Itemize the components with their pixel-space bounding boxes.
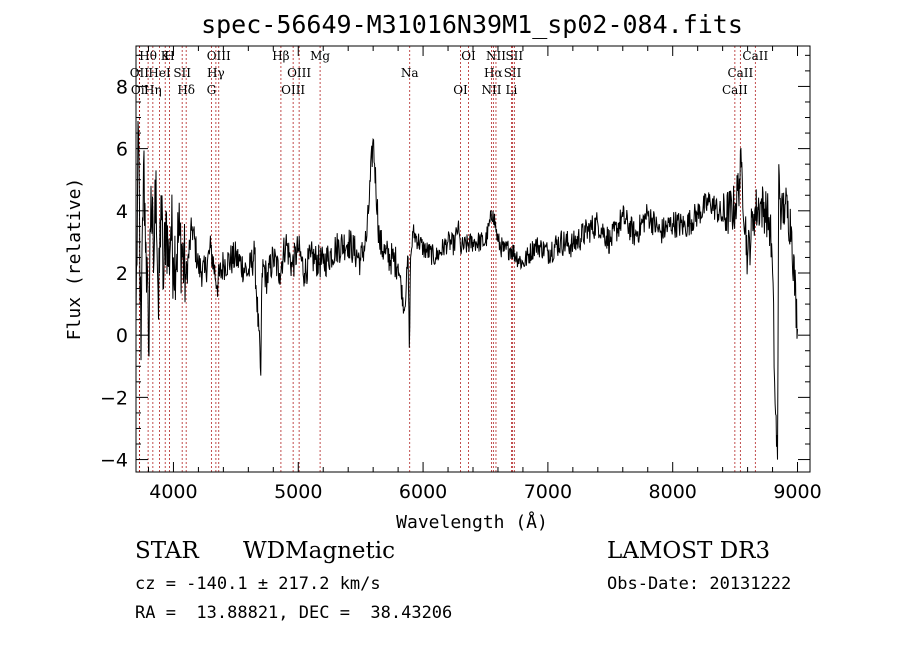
line-label: OIII <box>207 49 231 63</box>
y-tick-label: 6 <box>116 139 128 161</box>
spectrum-line <box>135 120 798 460</box>
line-label: OII <box>130 66 150 80</box>
line-label: SII <box>504 66 522 80</box>
x-tick-label: 8000 <box>649 481 697 503</box>
object-type: STAR <box>135 538 199 564</box>
line-label: CaII <box>742 49 768 63</box>
line-label: Hθ <box>139 49 157 63</box>
y-tick-label: 4 <box>116 201 128 223</box>
line-label: CaII <box>722 83 748 97</box>
line-label: HeI <box>148 66 171 80</box>
x-tick-label: 5000 <box>274 481 322 503</box>
y-tick-label: −4 <box>100 450 128 472</box>
y-tick-label: 2 <box>116 263 128 285</box>
line-label: G <box>207 83 217 97</box>
spectral-line-markers: HθOIIOiiKHeIHηHSIIHδOIIIHγGHβOIIIOIIIMgN… <box>130 46 768 472</box>
x-axis-label: Wavelength (Å) <box>396 511 548 533</box>
y-axis: −4 −2 0 2 4 6 8 <box>100 54 810 472</box>
line-label: NII <box>481 83 501 97</box>
line-label: H <box>164 49 174 63</box>
observation-date: Obs-Date: 20131222 <box>607 574 792 594</box>
line-label: Li <box>506 83 518 97</box>
line-label: K <box>161 49 171 63</box>
x-tick-label: 4000 <box>149 481 197 503</box>
line-label: SII <box>173 66 191 80</box>
line-label: Hα <box>484 66 503 80</box>
line-label: OIII <box>287 66 311 80</box>
line-label: NII <box>486 49 506 63</box>
x-tick-label: 6000 <box>399 481 447 503</box>
object-subclass: WDMagnetic <box>243 538 395 564</box>
line-label: Hγ <box>207 66 225 80</box>
line-label: OI <box>461 49 476 63</box>
line-label: OI <box>453 83 468 97</box>
line-label: SII <box>505 49 523 63</box>
line-label: Hδ <box>177 83 195 97</box>
x-tick-label: 9000 <box>773 481 821 503</box>
x-tick-label: 7000 <box>524 481 572 503</box>
coordinates: RA = 13.88821, DEC = 38.43206 <box>135 603 453 623</box>
redshift-velocity: cz = -140.1 ± 217.2 km/s <box>135 574 381 594</box>
y-axis-label: Flux (relative) <box>64 178 85 341</box>
line-label: Hη <box>144 83 162 97</box>
y-tick-label: 0 <box>116 325 128 347</box>
survey-name: LAMOST DR3 <box>607 538 771 564</box>
y-tick-label: 8 <box>116 76 128 98</box>
x-axis: 4000 5000 6000 7000 8000 9000 <box>147 46 822 503</box>
line-label: Hβ <box>272 49 289 63</box>
y-tick-label: −2 <box>100 387 128 409</box>
line-label: Mg <box>310 49 330 63</box>
line-label: OIII <box>281 83 305 97</box>
chart-title: spec-56649-M31016N39M1_sp02-084.fits <box>201 10 743 39</box>
line-label: CaII <box>727 66 753 80</box>
line-label: Na <box>401 66 419 80</box>
